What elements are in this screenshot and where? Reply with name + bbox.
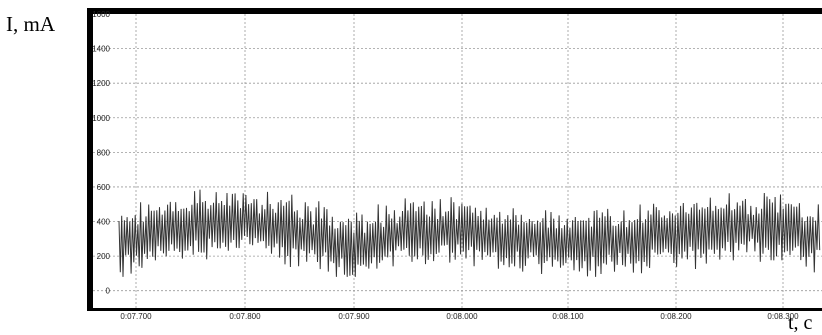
- y-tick-label: 0: [106, 287, 111, 296]
- y-tick-label: 1400: [92, 45, 110, 54]
- x-tick-label: 0:07.900: [338, 312, 370, 321]
- x-tick-label: 0:08.000: [446, 312, 478, 321]
- y-tick-labels: 0 200 400 600 800 1000 1200 1400 1600: [92, 10, 110, 296]
- y-tick-label: 200: [97, 252, 111, 261]
- x-axis-label: t, c: [788, 312, 813, 334]
- y-tick-label: 1600: [92, 10, 110, 19]
- current-signal-line: [118, 189, 821, 277]
- x-tick-label: 0:08.200: [660, 312, 692, 321]
- x-tick-label: 0:07.800: [229, 312, 261, 321]
- y-tick-label: 800: [97, 148, 111, 157]
- x-tick-label: 0:08.300: [767, 312, 799, 321]
- x-tick-label: 0:07.700: [120, 312, 152, 321]
- y-tick-label: 1200: [92, 79, 110, 88]
- signal-trace: [118, 189, 821, 277]
- x-tick-label: 0:08.100: [552, 312, 584, 321]
- y-axis-label: I, mA: [6, 12, 55, 36]
- x-tick-labels: 0:07.700 0:07.800 0:07.900 0:08.000 0:08.100…: [120, 312, 799, 321]
- y-tick-label: 600: [97, 183, 111, 192]
- grid-lines: [93, 14, 822, 308]
- plot-area: [93, 14, 822, 308]
- y-tick-label: 400: [97, 218, 111, 227]
- y-tick-label: 1000: [92, 114, 110, 123]
